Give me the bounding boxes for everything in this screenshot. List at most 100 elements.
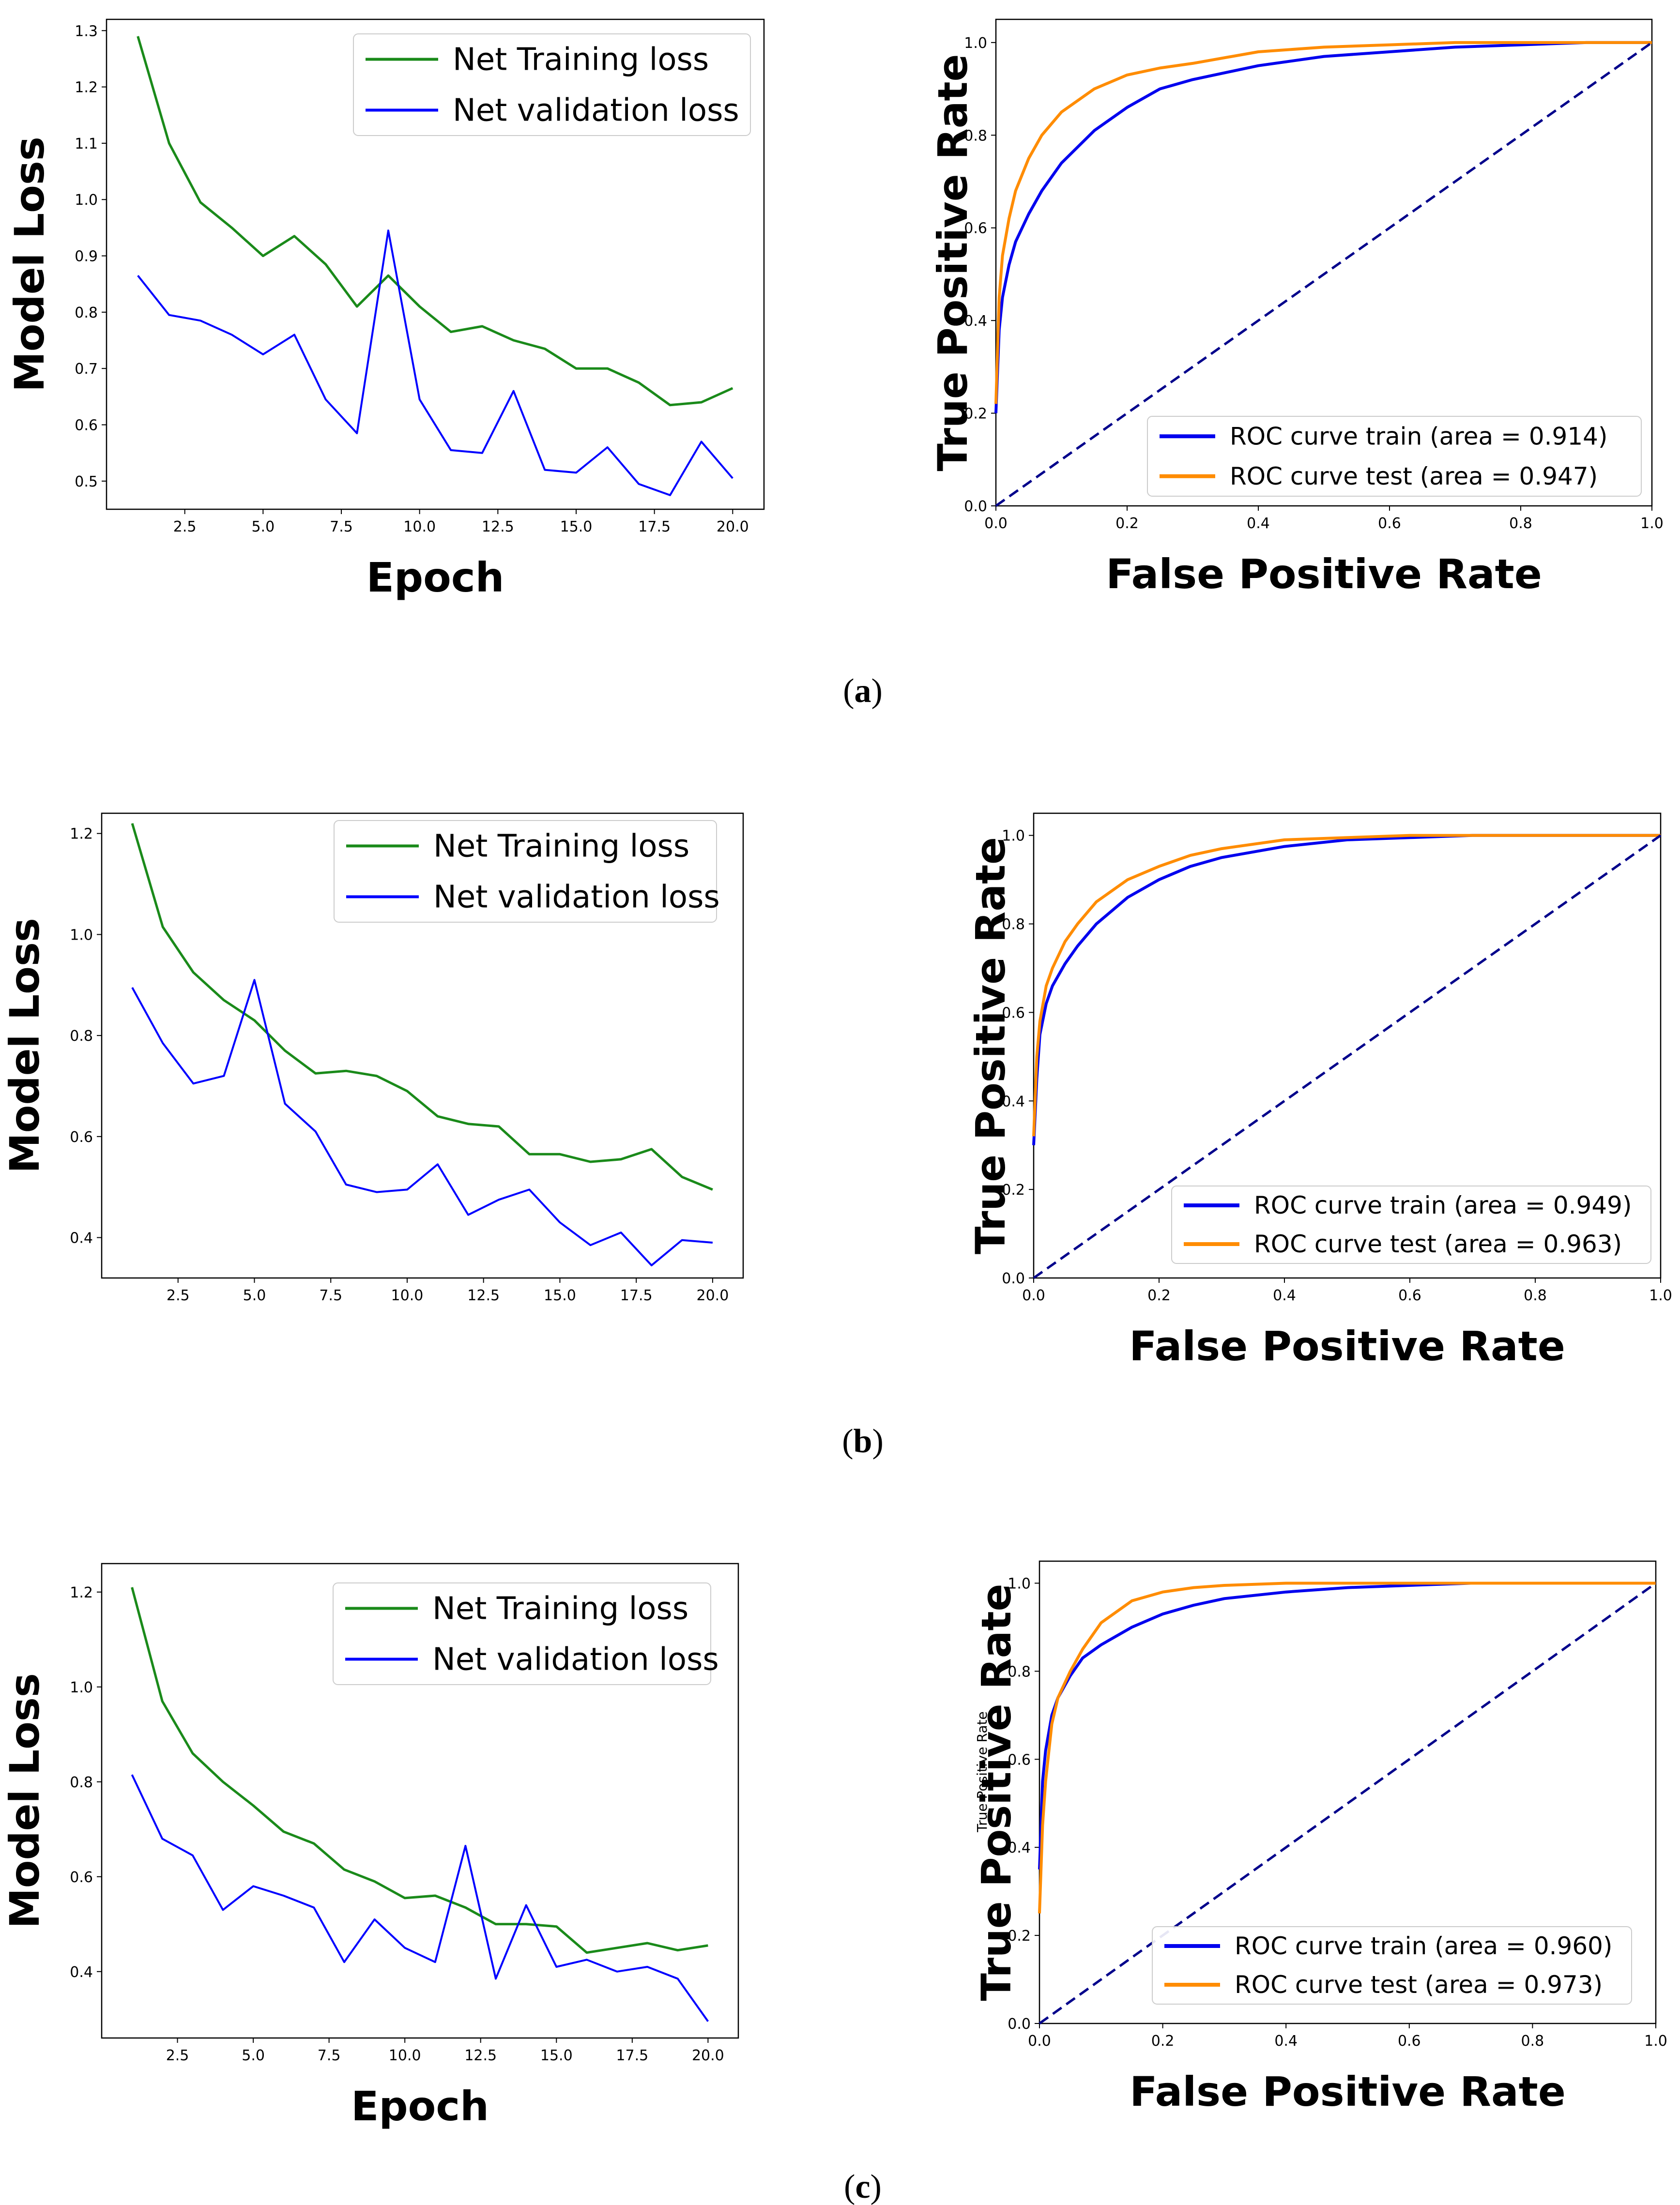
chart-c-loss: 2.5 5.0 7.5 10.0 12.5 15.0 17.5 20.0 0.4 0.6 0.8 1.…: [1, 1563, 739, 2130]
y-tick-label: 0.6: [1002, 1004, 1025, 1021]
x-tick-label: 0.6: [1398, 1287, 1421, 1304]
legend-label: Net validation loss: [433, 880, 720, 915]
x-tick-label: 2.5: [173, 518, 197, 535]
x-tick-label: 7.5: [318, 2047, 341, 2064]
y-axis-label: True Positive Rate: [973, 1584, 1020, 2001]
legend-box: [334, 820, 717, 923]
training-loss-line: [137, 36, 733, 407]
legend-label: Net validation loss: [432, 1642, 719, 1678]
y-tick-label: 1.2: [70, 826, 93, 843]
x-axis-label: False Positive Rate: [1106, 550, 1542, 598]
validation-loss-line: [131, 979, 713, 1266]
legend-box: [1171, 1186, 1651, 1264]
y-tick-label: 0.5: [75, 473, 98, 490]
y-tick-label: 1.0: [70, 927, 93, 943]
x-tick-label: 0.8: [1509, 515, 1532, 532]
x-axis-label: False Positive Rate: [1129, 1323, 1565, 1370]
legend-box: [1147, 416, 1642, 497]
y-tick-label: 0.4: [70, 1230, 93, 1247]
x-axis-label: Epoch: [367, 554, 504, 601]
plot-frame: [1033, 812, 1662, 1279]
x-tick-label: 15.0: [540, 2047, 573, 2064]
y-tick-label: 0.6: [1008, 1751, 1031, 1768]
x-tick-label: 2.5: [166, 2047, 189, 2064]
x-tick-label: 5.0: [243, 1287, 266, 1304]
x-tick-label: 1.0: [1644, 2033, 1667, 2050]
x-tick-label: 5.0: [251, 518, 275, 535]
y-tick-label: 0.8: [1008, 1663, 1031, 1680]
legend-label: ROC curve test (area = 0.947): [1230, 462, 1598, 490]
plot-frame: [101, 1563, 739, 2039]
x-tick-label: 0.0: [1028, 2033, 1051, 2050]
y-tick-label: 0.6: [70, 1869, 93, 1886]
x-tick-label: 0.4: [1274, 2033, 1298, 2050]
y-tick-label: 1.3: [75, 23, 98, 40]
x-tick-label: 0.8: [1521, 2033, 1544, 2050]
legend-box: [1152, 1926, 1632, 2005]
roc-train-curve: [1038, 1582, 1656, 1870]
legend-label: ROC curve train (area = 0.914): [1230, 422, 1608, 450]
x-axis-label: False Positive Rate: [1130, 2068, 1566, 2115]
y-axis-label: True Positive Rate: [929, 54, 977, 471]
legend-label: Net Training loss: [453, 42, 709, 78]
y-tick-label: 0.4: [1002, 1093, 1025, 1110]
legend-label: Net Training loss: [432, 1591, 688, 1627]
x-tick-label: 12.5: [482, 518, 514, 535]
x-tick-label: 0.0: [1022, 1287, 1045, 1304]
x-tick-label: 12.5: [467, 1287, 500, 1304]
y-tick-label: 0.9: [75, 248, 98, 265]
x-tick-label: 15.0: [544, 1287, 576, 1304]
legend-label: ROC curve train (area = 0.949): [1254, 1191, 1632, 1219]
x-tick-label: 17.5: [620, 1287, 653, 1304]
x-tick-label: 0.4: [1247, 515, 1270, 532]
y-axis-label: Model Loss: [1, 1673, 48, 1929]
legend-label: ROC curve train (area = 0.960): [1235, 1932, 1613, 1960]
y-tick-label: 1.0: [70, 1679, 93, 1696]
x-tick-label: 0.0: [984, 515, 1008, 532]
x-tick-label: 0.4: [1273, 1287, 1296, 1304]
plot-frame: [1039, 1560, 1657, 2024]
x-tick-label: 0.6: [1398, 2033, 1421, 2050]
x-tick-label: 10.0: [391, 1287, 424, 1304]
y-tick-label: 1.1: [75, 136, 98, 152]
legend-label: Net Training loss: [433, 829, 689, 865]
x-tick-label: 2.5: [167, 1287, 190, 1304]
x-tick-label: 7.5: [330, 518, 353, 535]
y-tick-label: 1.0: [1002, 828, 1025, 845]
y-tick-label: 0.8: [75, 304, 98, 321]
y-tick-label: 0.2: [1002, 1182, 1025, 1199]
caption-c: (c): [844, 2168, 882, 2205]
chance-diagonal-line: [995, 41, 1653, 507]
y-tick-label: 0.2: [964, 406, 987, 423]
inner-ylabel: True Positive Rate: [974, 1711, 990, 1832]
chart-a-loss: 2.5 5.0 7.5 10.0 12.5 15.0 17.5 20.0 0.5 0.6 0.7 0.…: [6, 18, 765, 601]
validation-loss-line: [137, 229, 733, 496]
legend-box: [353, 33, 751, 136]
y-tick-label: 0.8: [70, 1774, 93, 1791]
chart-b-loss: 2.5 5.0 7.5 10.0 12.5 15.0 17.5 20.0 0.4 0.6 0.8 1.…: [1, 812, 744, 1304]
x-tick-label: 1.0: [1640, 515, 1664, 532]
legend-label: ROC curve test (area = 0.963): [1254, 1230, 1622, 1258]
y-tick-label: 0.4: [964, 313, 987, 330]
plot-frame: [106, 18, 765, 510]
x-tick-label: 1.0: [1649, 1287, 1672, 1304]
x-tick-label: 10.0: [389, 2047, 421, 2064]
y-tick-label: 0.6: [75, 417, 98, 434]
legend-label: ROC curve test (area = 0.973): [1235, 1971, 1603, 1999]
x-tick-label: 0.6: [1378, 515, 1401, 532]
x-tick-label: 15.0: [560, 518, 593, 535]
roc-train-curve: [1032, 834, 1661, 1145]
plot-frame: [101, 812, 744, 1279]
x-tick-label: 7.5: [319, 1287, 342, 1304]
training-loss-line: [131, 1587, 708, 1954]
training-loss-line: [131, 823, 713, 1191]
caption-a: (a): [843, 672, 883, 710]
x-tick-label: 0.8: [1524, 1287, 1547, 1304]
roc-test-curve: [1032, 834, 1661, 1137]
caption-b: (b): [842, 1423, 884, 1460]
y-tick-label: 0.0: [1002, 1270, 1025, 1287]
chance-diagonal-line: [1033, 834, 1662, 1279]
y-tick-label: 0.4: [1008, 1840, 1031, 1856]
y-tick-label: 1.0: [1008, 1575, 1031, 1592]
y-tick-label: 0.6: [70, 1129, 93, 1146]
